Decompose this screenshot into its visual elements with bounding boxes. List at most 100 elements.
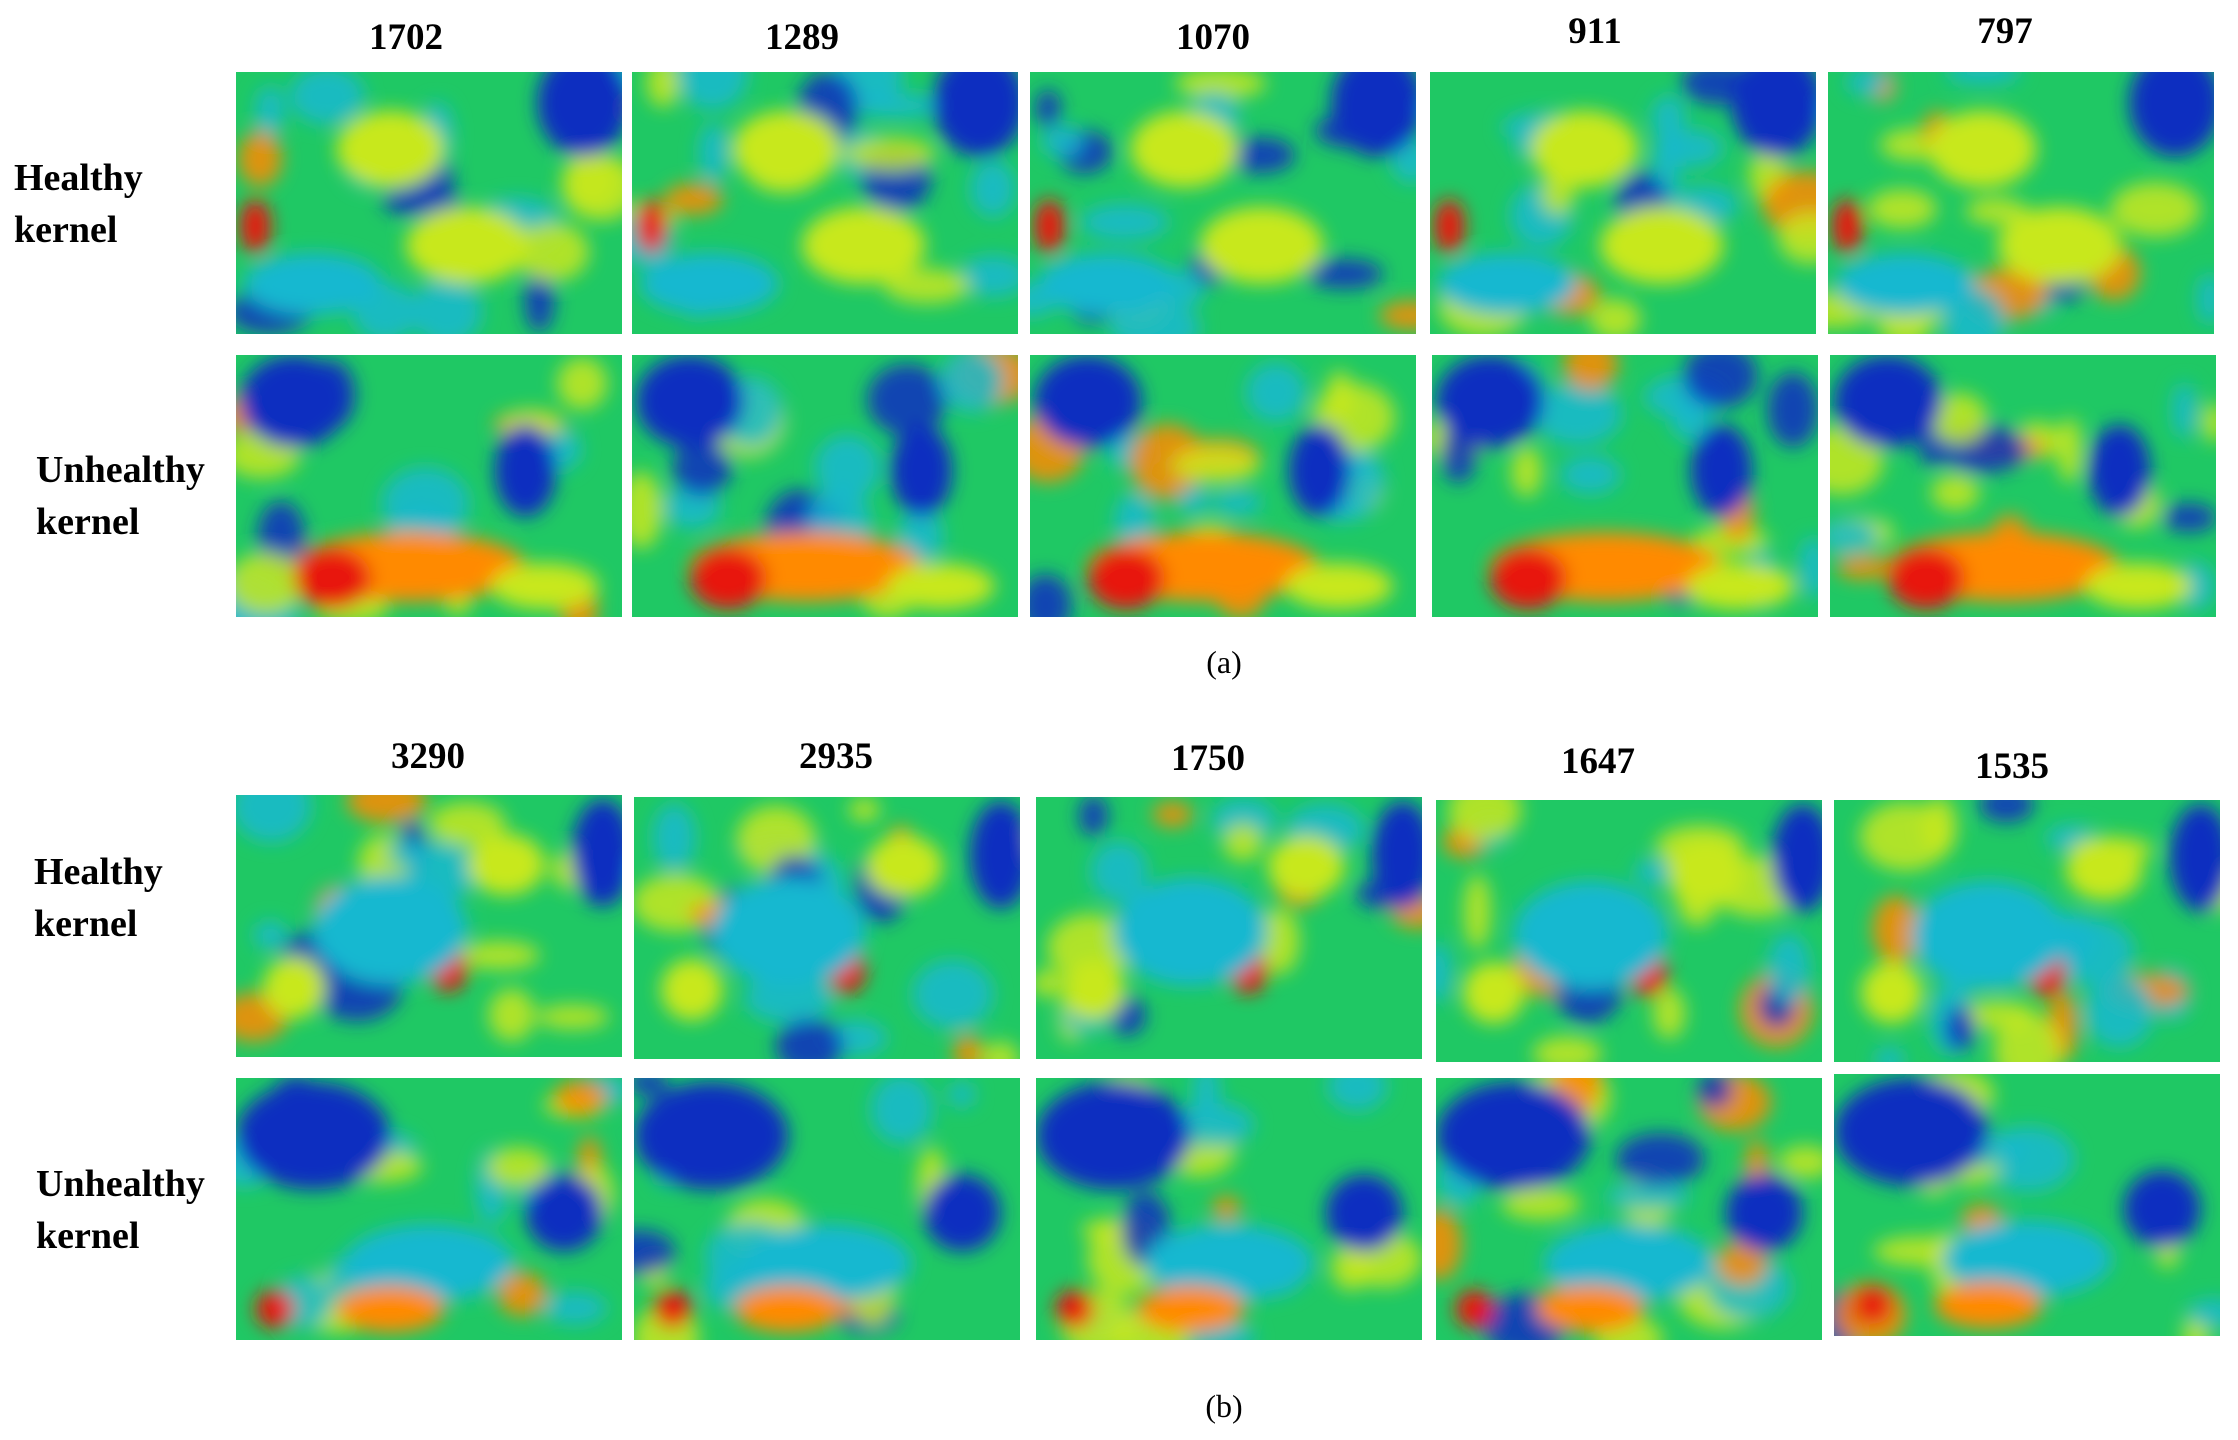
heatmap-feature — [1530, 110, 1639, 188]
heatmap-blob — [1651, 95, 1686, 143]
heatmap-blob — [2084, 974, 2154, 1048]
heatmap-feature — [1033, 199, 1065, 254]
heatmap-feature — [1690, 424, 1753, 517]
heatmap-feature — [1861, 961, 1923, 1024]
heatmap-feature — [639, 253, 779, 315]
heatmap-blob — [1978, 800, 2035, 823]
heatmap-blob — [672, 440, 732, 497]
heatmap-blob — [1245, 362, 1306, 423]
heatmap-blob — [236, 552, 305, 615]
heatmap-blob — [1606, 1182, 1691, 1210]
heatmap-svg — [634, 797, 1020, 1059]
heatmap-blob — [557, 357, 608, 410]
heatmap-feature — [1087, 547, 1166, 610]
heatmap-feature — [236, 1081, 391, 1190]
heatmap-feature — [263, 956, 325, 1019]
heatmap-feature — [1771, 803, 1822, 912]
heatmap-feature — [239, 355, 348, 448]
heatmap-blob — [940, 355, 1004, 413]
heatmap-feature — [1144, 1224, 1314, 1302]
heatmap-blob — [948, 1081, 976, 1108]
heatmap-blob — [257, 501, 305, 569]
heatmap-feature — [1037, 253, 1177, 315]
heatmap-feature — [1455, 1289, 1494, 1329]
heatmap-feature — [1667, 838, 1745, 901]
heatmap-feature — [243, 253, 383, 315]
heatmap-feature — [1835, 253, 1975, 315]
heatmap-blob — [382, 185, 462, 217]
heatmap-blob — [912, 959, 994, 1029]
heatmap-feature — [1463, 961, 1525, 1024]
heatmap-blob — [1560, 455, 1621, 495]
panel-b-row-healthy-label: Healthy kernel — [34, 846, 163, 950]
heatmap-blob — [870, 1078, 934, 1144]
heatmap-svg — [236, 1078, 622, 1340]
heatmap-feature — [239, 199, 271, 254]
heatmap-blob — [1835, 555, 1894, 580]
row-label-line1: Unhealthy — [36, 449, 205, 491]
heatmap-blob — [1501, 1187, 1580, 1221]
heatmap-blob — [544, 1291, 607, 1325]
heatmap-feature — [1731, 72, 1816, 157]
heatmap-feature — [1834, 1077, 1989, 1186]
heatmap-svg — [1436, 800, 1822, 1062]
heatmap-feature — [313, 875, 468, 984]
heatmap-feature — [634, 1081, 789, 1190]
heatmap-blob — [814, 434, 881, 501]
heatmap-blob — [1767, 371, 1818, 448]
heatmap-feature — [293, 547, 372, 610]
heatmap-feature — [537, 72, 622, 157]
heatmap-feature — [344, 1224, 514, 1302]
heatmap-feature — [1136, 1286, 1245, 1333]
heatmap-blob — [554, 1079, 607, 1117]
heatmap-blob — [970, 160, 1016, 218]
heatmap-feature — [1288, 424, 1351, 517]
heatmap-a-healthy-3 — [1030, 72, 1416, 334]
heatmap-a-unhealthy-2 — [632, 355, 1018, 617]
heatmap-blob — [1036, 969, 1064, 998]
heatmap-blob — [2161, 502, 2216, 533]
heatmap-blob — [2202, 402, 2216, 443]
heatmap-blob — [381, 467, 470, 541]
heatmap-blob — [1222, 822, 1263, 862]
heatmap-svg — [634, 1078, 1020, 1340]
heatmap-feature — [494, 424, 557, 517]
heatmap-feature — [923, 1174, 1001, 1252]
heatmap-feature — [571, 798, 622, 907]
heatmap-feature — [1055, 1289, 1094, 1329]
heatmap-blob — [1652, 988, 1686, 1039]
heatmap-blob — [236, 795, 312, 843]
heatmap-blob — [289, 72, 365, 125]
heatmap-svg — [1030, 72, 1416, 334]
heatmap-feature — [865, 835, 943, 898]
heatmap-svg — [236, 355, 622, 617]
heatmap-feature — [405, 206, 530, 284]
panel-b-col-4-label: 1647 — [1561, 741, 1635, 782]
heatmap-blob — [1931, 474, 1980, 512]
heatmap-blob — [536, 1004, 610, 1030]
heatmap-blob — [1830, 518, 1879, 554]
heatmap-blob — [1330, 1243, 1372, 1291]
heatmap-blob — [1717, 1240, 1768, 1285]
heatmap-blob — [1035, 88, 1061, 129]
heatmap-blob — [981, 1041, 1020, 1059]
heatmap-blob — [488, 988, 535, 1042]
heatmap-blob — [1436, 1208, 1462, 1281]
heatmap-blob — [428, 801, 506, 846]
heatmap-feature — [2088, 424, 2151, 517]
heatmap-blob — [1129, 423, 1206, 500]
heatmap-a-unhealthy-1 — [236, 355, 622, 617]
heatmap-feature — [2084, 563, 2193, 610]
heatmap-blob — [1030, 573, 1072, 617]
heatmap-blob — [953, 1034, 983, 1059]
heatmap-feature — [525, 1174, 603, 1252]
heatmap-blob — [1944, 1005, 1975, 1052]
panel-a-row-healthy-label: Healthy kernel — [14, 152, 143, 256]
heatmap-feature — [1371, 800, 1422, 909]
heatmap-blob — [744, 974, 834, 1023]
panel-b-col-2-label: 2935 — [799, 736, 873, 777]
heatmap-svg — [632, 355, 1018, 617]
heatmap-feature — [711, 877, 866, 986]
heatmap-feature — [1997, 206, 2122, 284]
heatmap-feature — [1199, 206, 1324, 284]
